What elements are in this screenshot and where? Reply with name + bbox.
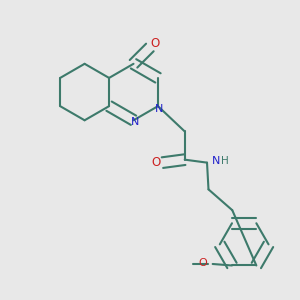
- Text: N: N: [212, 156, 220, 166]
- Text: N: N: [155, 104, 164, 114]
- Text: O: O: [151, 156, 160, 169]
- Text: O: O: [151, 37, 160, 50]
- Text: N: N: [131, 117, 139, 127]
- Text: H: H: [221, 156, 228, 166]
- Text: O: O: [199, 257, 208, 268]
